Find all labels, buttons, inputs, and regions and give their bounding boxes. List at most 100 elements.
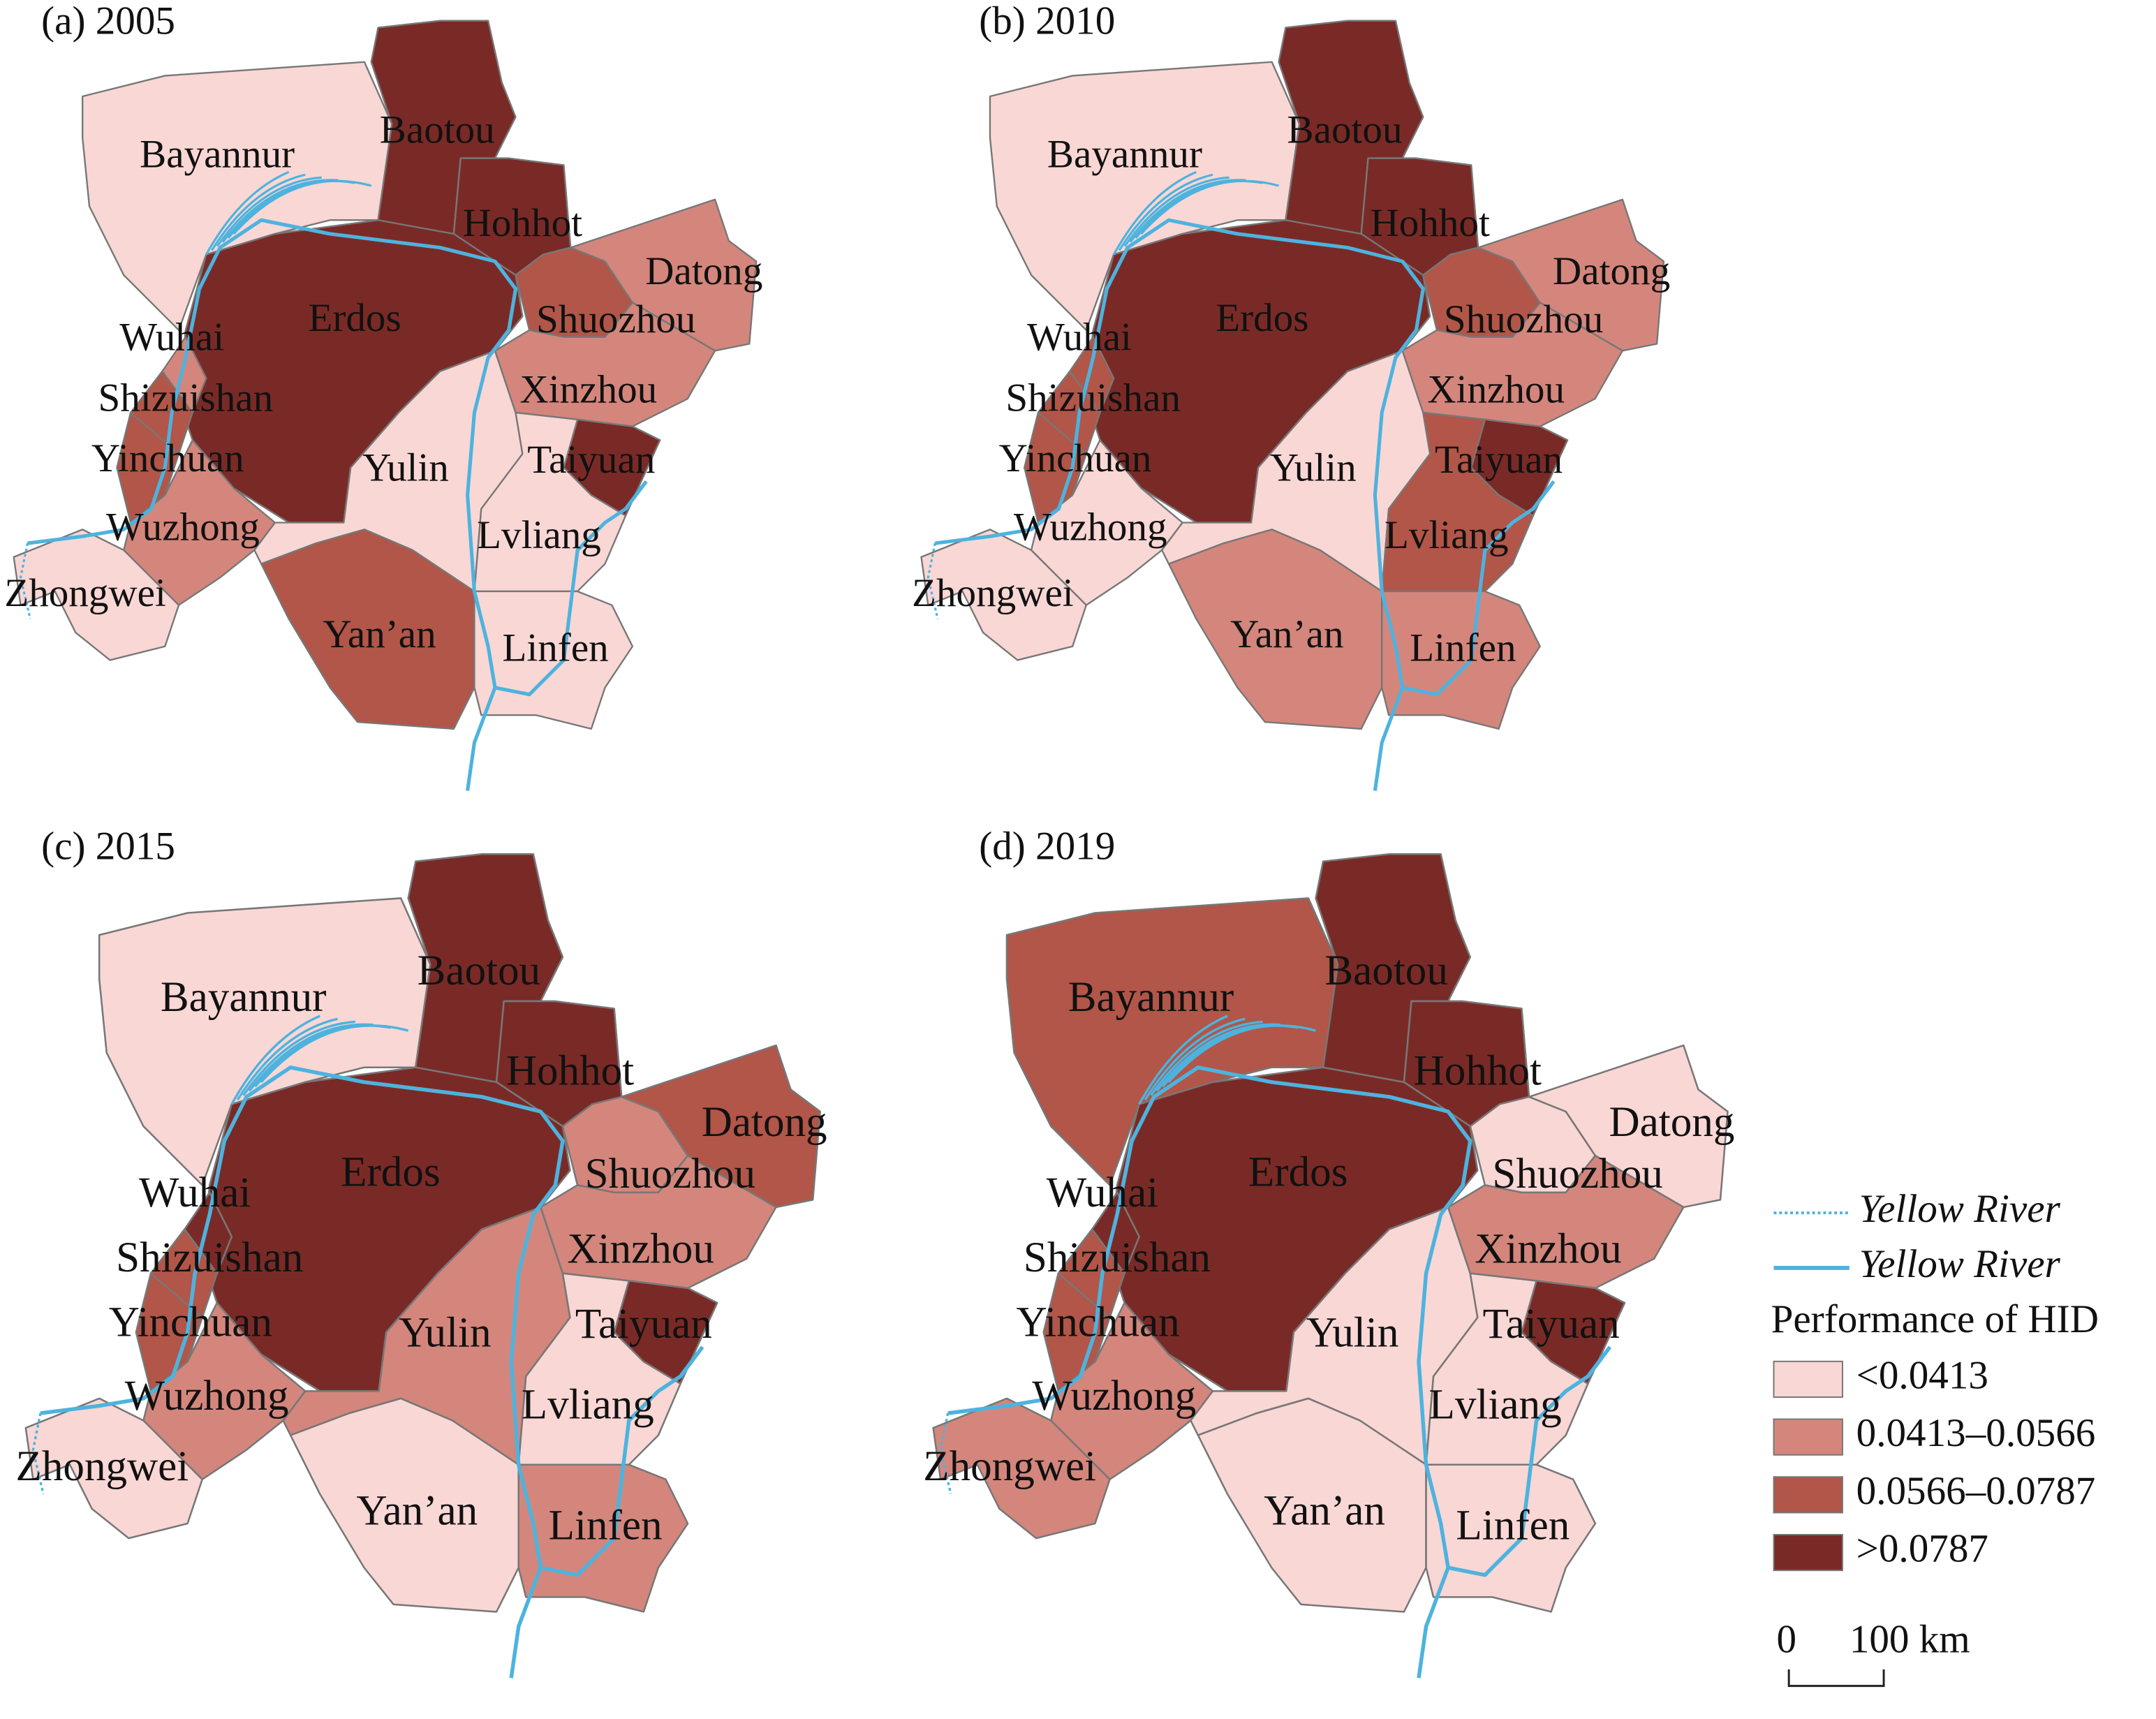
river-branch [1138, 1015, 1228, 1105]
region-label: Yan’an [1264, 1487, 1385, 1534]
region-label: Xinzhou [567, 1225, 714, 1272]
legend-title: Performance of HID [1771, 1297, 2099, 1341]
region [517, 1463, 689, 1613]
river-dotted [926, 543, 939, 619]
region-label: Taiyuan [1483, 1301, 1620, 1348]
legend-river-label: Yellow River [1859, 1242, 2061, 1286]
region-label: Linfen [1410, 626, 1516, 670]
region-label: Yinchuan [109, 1299, 272, 1346]
region-label: Erdos [341, 1149, 441, 1196]
region-label: Zhongwei [923, 1443, 1096, 1490]
panel-title: (a) 2005 [41, 0, 175, 43]
river [40, 1065, 565, 1679]
region-label: Wuzhong [1014, 505, 1167, 549]
river-branch [248, 1023, 374, 1092]
region-label: Xinzhou [520, 367, 658, 411]
river-dotted [19, 543, 31, 619]
legend-label: 0.0413–0.0566 [1856, 1411, 2096, 1455]
legend-swatch [1773, 1360, 1843, 1399]
region [1477, 198, 1665, 352]
region [1425, 1272, 1589, 1466]
region [620, 1044, 822, 1209]
legend-label: <0.0413 [1856, 1354, 1988, 1398]
legend-swatch [1773, 1476, 1843, 1514]
region-label: Erdos [308, 296, 401, 340]
river-branch [210, 173, 306, 251]
legend: Yellow River Yellow River Performance of… [1771, 1187, 2099, 1572]
region [473, 590, 634, 730]
region-label: Wuhai [139, 1170, 251, 1216]
legend-swatch [1773, 1533, 1843, 1572]
region-label: Zhongwei [16, 1443, 189, 1490]
legend-label: >0.0787 [1856, 1527, 1988, 1571]
region-label: Hohhot [1370, 201, 1489, 245]
river [27, 218, 518, 791]
river [947, 1065, 1472, 1679]
region-label: Wuhai [1027, 316, 1132, 360]
region [13, 529, 180, 661]
region-label: Wuzhong [106, 505, 260, 549]
river-branch [230, 1015, 320, 1105]
river-branch [205, 170, 290, 256]
region-label: Wuhai [119, 316, 224, 360]
region-label: Yulin [362, 446, 449, 490]
region-label: Bayannur [140, 133, 295, 177]
region-label: Hohhot [463, 201, 582, 245]
region-label: Bayannur [1047, 133, 1202, 177]
map-panel: Bayannur Baotou Hohhot Erdos Wuhai Shizuishan… [16, 853, 827, 1679]
region-label: Taiyuan [527, 438, 655, 482]
region-label: Zhongwei [912, 571, 1074, 615]
region [1528, 1044, 1729, 1209]
river-branch [260, 1024, 409, 1083]
river-branch [1150, 1020, 1263, 1096]
river [1447, 1345, 1612, 1577]
region-label: Zhongwei [4, 571, 166, 615]
region-label: Yinchuan [1017, 1299, 1180, 1346]
region-label: Shuozhou [585, 1151, 755, 1197]
region-label: Shizuishan [116, 1234, 303, 1281]
river-branch [232, 179, 372, 235]
map-panel: Bayannur Baotou Hohhot Erdos Wuhai Shizuishan… [4, 20, 762, 791]
region-label: Lvliang [477, 513, 601, 557]
region-label: Yulin [399, 1309, 491, 1356]
panel-title: (d) 2019 [979, 824, 1115, 868]
river [494, 480, 648, 697]
region-label: Yulin [1270, 446, 1357, 490]
legend-river-label: Yellow River [1859, 1187, 2061, 1231]
region-label: Bayannur [1068, 974, 1234, 1021]
region-label: Shuozhou [1492, 1151, 1662, 1197]
river-branch [1167, 1024, 1316, 1083]
region [1381, 590, 1541, 730]
region-label: Datong [702, 1099, 827, 1146]
region-label: Shizuishan [98, 376, 274, 420]
panel-title: (b) 2010 [979, 0, 1115, 43]
region-label: Taiyuan [575, 1301, 712, 1348]
region [920, 529, 1087, 661]
region-label: Lvliang [522, 1382, 654, 1429]
region-label: Xinzhou [1427, 367, 1565, 411]
region-label: Baotou [1287, 108, 1403, 152]
region-label: Linfen [503, 626, 609, 670]
river-dotted [31, 1412, 45, 1495]
river-branch [242, 1020, 355, 1096]
river-dotted [939, 1412, 952, 1495]
region-label: Baotou [418, 947, 541, 994]
river-branch [1129, 179, 1246, 243]
region-label: Bayannur [161, 974, 327, 1021]
river [540, 1345, 704, 1577]
region-label: Linfen [1456, 1502, 1570, 1549]
map-panel: Bayannur Baotou Hohhot Erdos Wuhai Shizuishan… [912, 20, 1670, 791]
region-label: Baotou [1324, 947, 1448, 994]
river [1402, 480, 1556, 697]
region-label: Erdos [1216, 296, 1308, 340]
region [1381, 411, 1535, 593]
region [932, 1397, 1111, 1540]
scale-line [1787, 1669, 1885, 1688]
region-label: Wuzhong [124, 1373, 288, 1419]
region [24, 1397, 203, 1540]
scale-label: 0 [1776, 1618, 1796, 1662]
region-label: Hohhot [506, 1047, 634, 1094]
river-branch [1112, 170, 1197, 256]
river [934, 218, 1425, 791]
panel-title: (c) 2015 [41, 824, 175, 868]
